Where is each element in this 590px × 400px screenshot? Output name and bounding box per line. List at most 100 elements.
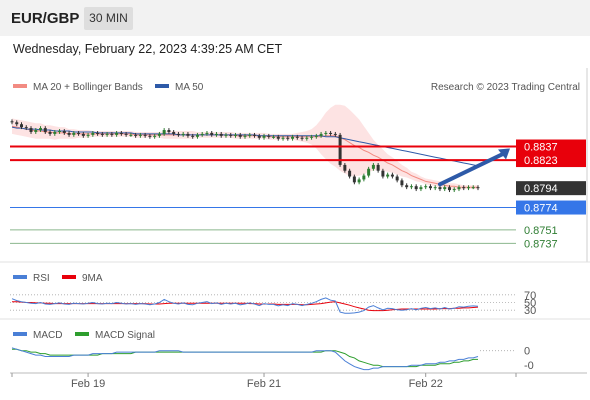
candle-body	[43, 128, 47, 132]
candle-body	[176, 133, 180, 135]
timeframe-button[interactable]: 30 MIN	[84, 7, 133, 30]
bollinger-band-area	[12, 104, 478, 191]
level-label-resistance	[516, 139, 586, 154]
candle-body	[86, 134, 90, 136]
candle-body	[376, 164, 380, 171]
rsi-tick-label: 30	[524, 305, 536, 317]
candle-body	[381, 170, 385, 177]
candle-body	[195, 134, 199, 137]
candle-body	[324, 132, 328, 134]
rsi-tick-label: 50	[524, 298, 536, 310]
candle-body	[300, 137, 304, 139]
candle-body	[238, 134, 242, 137]
legend-label-bollinger: MA 20 + Bollinger Bands	[33, 82, 143, 93]
candle-body	[452, 189, 456, 191]
candle-body	[462, 187, 466, 189]
chart-datetime: Wednesday, February 22, 2023 4:39:25 AM …	[13, 42, 283, 56]
legend-swatch-macd	[13, 332, 27, 336]
candle-body	[362, 175, 366, 180]
candle-body	[310, 136, 314, 138]
candle-body	[48, 131, 52, 134]
x-axis: Feb 19 Feb 21 Feb 22	[11, 373, 517, 390]
candle-body	[438, 187, 442, 190]
candle-body	[229, 134, 233, 136]
candle-body	[253, 134, 257, 136]
candle-body	[181, 133, 185, 135]
candle-body	[200, 133, 204, 135]
candle-body	[119, 132, 123, 134]
candle-body	[153, 135, 157, 137]
level-label-text-resistance: 0.8823	[524, 155, 558, 167]
legend-label-ma50: MA 50	[175, 82, 204, 93]
legend-swatch-ma50	[155, 84, 169, 88]
macd-tick-label: -0	[524, 360, 534, 372]
candle-body	[367, 168, 371, 176]
candle-body	[205, 132, 209, 134]
price-legend: MA 20 + Bollinger Bands MA 50 Research ©…	[13, 82, 580, 93]
legend-swatch-rsi	[13, 275, 27, 279]
candle-body	[348, 170, 352, 177]
candle-body	[210, 132, 214, 135]
candle-body	[67, 132, 71, 135]
candle-body	[96, 132, 100, 134]
level-label-pivot	[516, 200, 586, 215]
candle-body	[15, 122, 19, 125]
candle-body	[134, 134, 138, 136]
trend-arrow-head	[498, 148, 510, 160]
macd-line	[11, 347, 479, 371]
candle-body	[262, 135, 266, 138]
candle-body	[400, 180, 404, 186]
candle-body	[186, 133, 190, 136]
candle-body	[72, 132, 76, 135]
candle-body	[39, 128, 43, 131]
candle-body	[428, 186, 432, 189]
legend-label-macd: MACD	[33, 330, 62, 341]
candle-body	[433, 187, 437, 189]
candle-body	[148, 135, 152, 137]
x-tick-label: Feb 19	[71, 378, 105, 390]
candle-body	[233, 134, 237, 136]
candle-body	[105, 133, 109, 135]
candle-body	[138, 134, 142, 136]
macd-panel: 0-0	[11, 346, 534, 372]
legend-swatch-bollinger	[13, 84, 27, 88]
level-label-resistance	[516, 153, 586, 168]
candle-body	[143, 134, 147, 136]
legend-swatch-rsi-ma	[62, 275, 76, 279]
candle-body	[390, 174, 394, 177]
candle-body	[110, 133, 114, 135]
candle-body	[371, 164, 375, 169]
level-label-text-resistance: 0.8837	[524, 142, 558, 154]
candle-body	[443, 187, 447, 190]
candle-body	[62, 131, 66, 133]
x-tick-label: Feb 21	[247, 378, 281, 390]
candle-body	[115, 132, 119, 135]
candle-body	[214, 133, 218, 135]
candle-body	[395, 176, 399, 181]
legend-label-rsi-ma: 9MA	[82, 273, 103, 284]
candle-body	[471, 187, 475, 189]
candle-body	[219, 133, 223, 136]
candle-body	[34, 130, 38, 132]
candle-body	[257, 135, 261, 138]
candle-body	[281, 137, 285, 139]
candle-body	[29, 128, 33, 132]
candle-body	[476, 187, 480, 189]
candle-body	[419, 187, 423, 190]
candle-body	[191, 135, 195, 137]
candle-body	[409, 186, 413, 188]
legend-label-rsi: RSI	[33, 273, 50, 284]
candle-body	[124, 133, 128, 135]
candle-body	[172, 131, 176, 134]
level-label-text-pivot: 0.8774	[524, 203, 558, 215]
candle-body	[162, 130, 166, 134]
header-bar: EUR/GBP 30 MIN	[0, 0, 590, 36]
candle-body	[466, 187, 470, 189]
price-label-current	[516, 181, 586, 196]
level-label-support: 0.8751	[524, 225, 558, 237]
candle-body	[243, 135, 247, 137]
candle-body	[248, 134, 252, 136]
candle-body	[272, 136, 276, 138]
